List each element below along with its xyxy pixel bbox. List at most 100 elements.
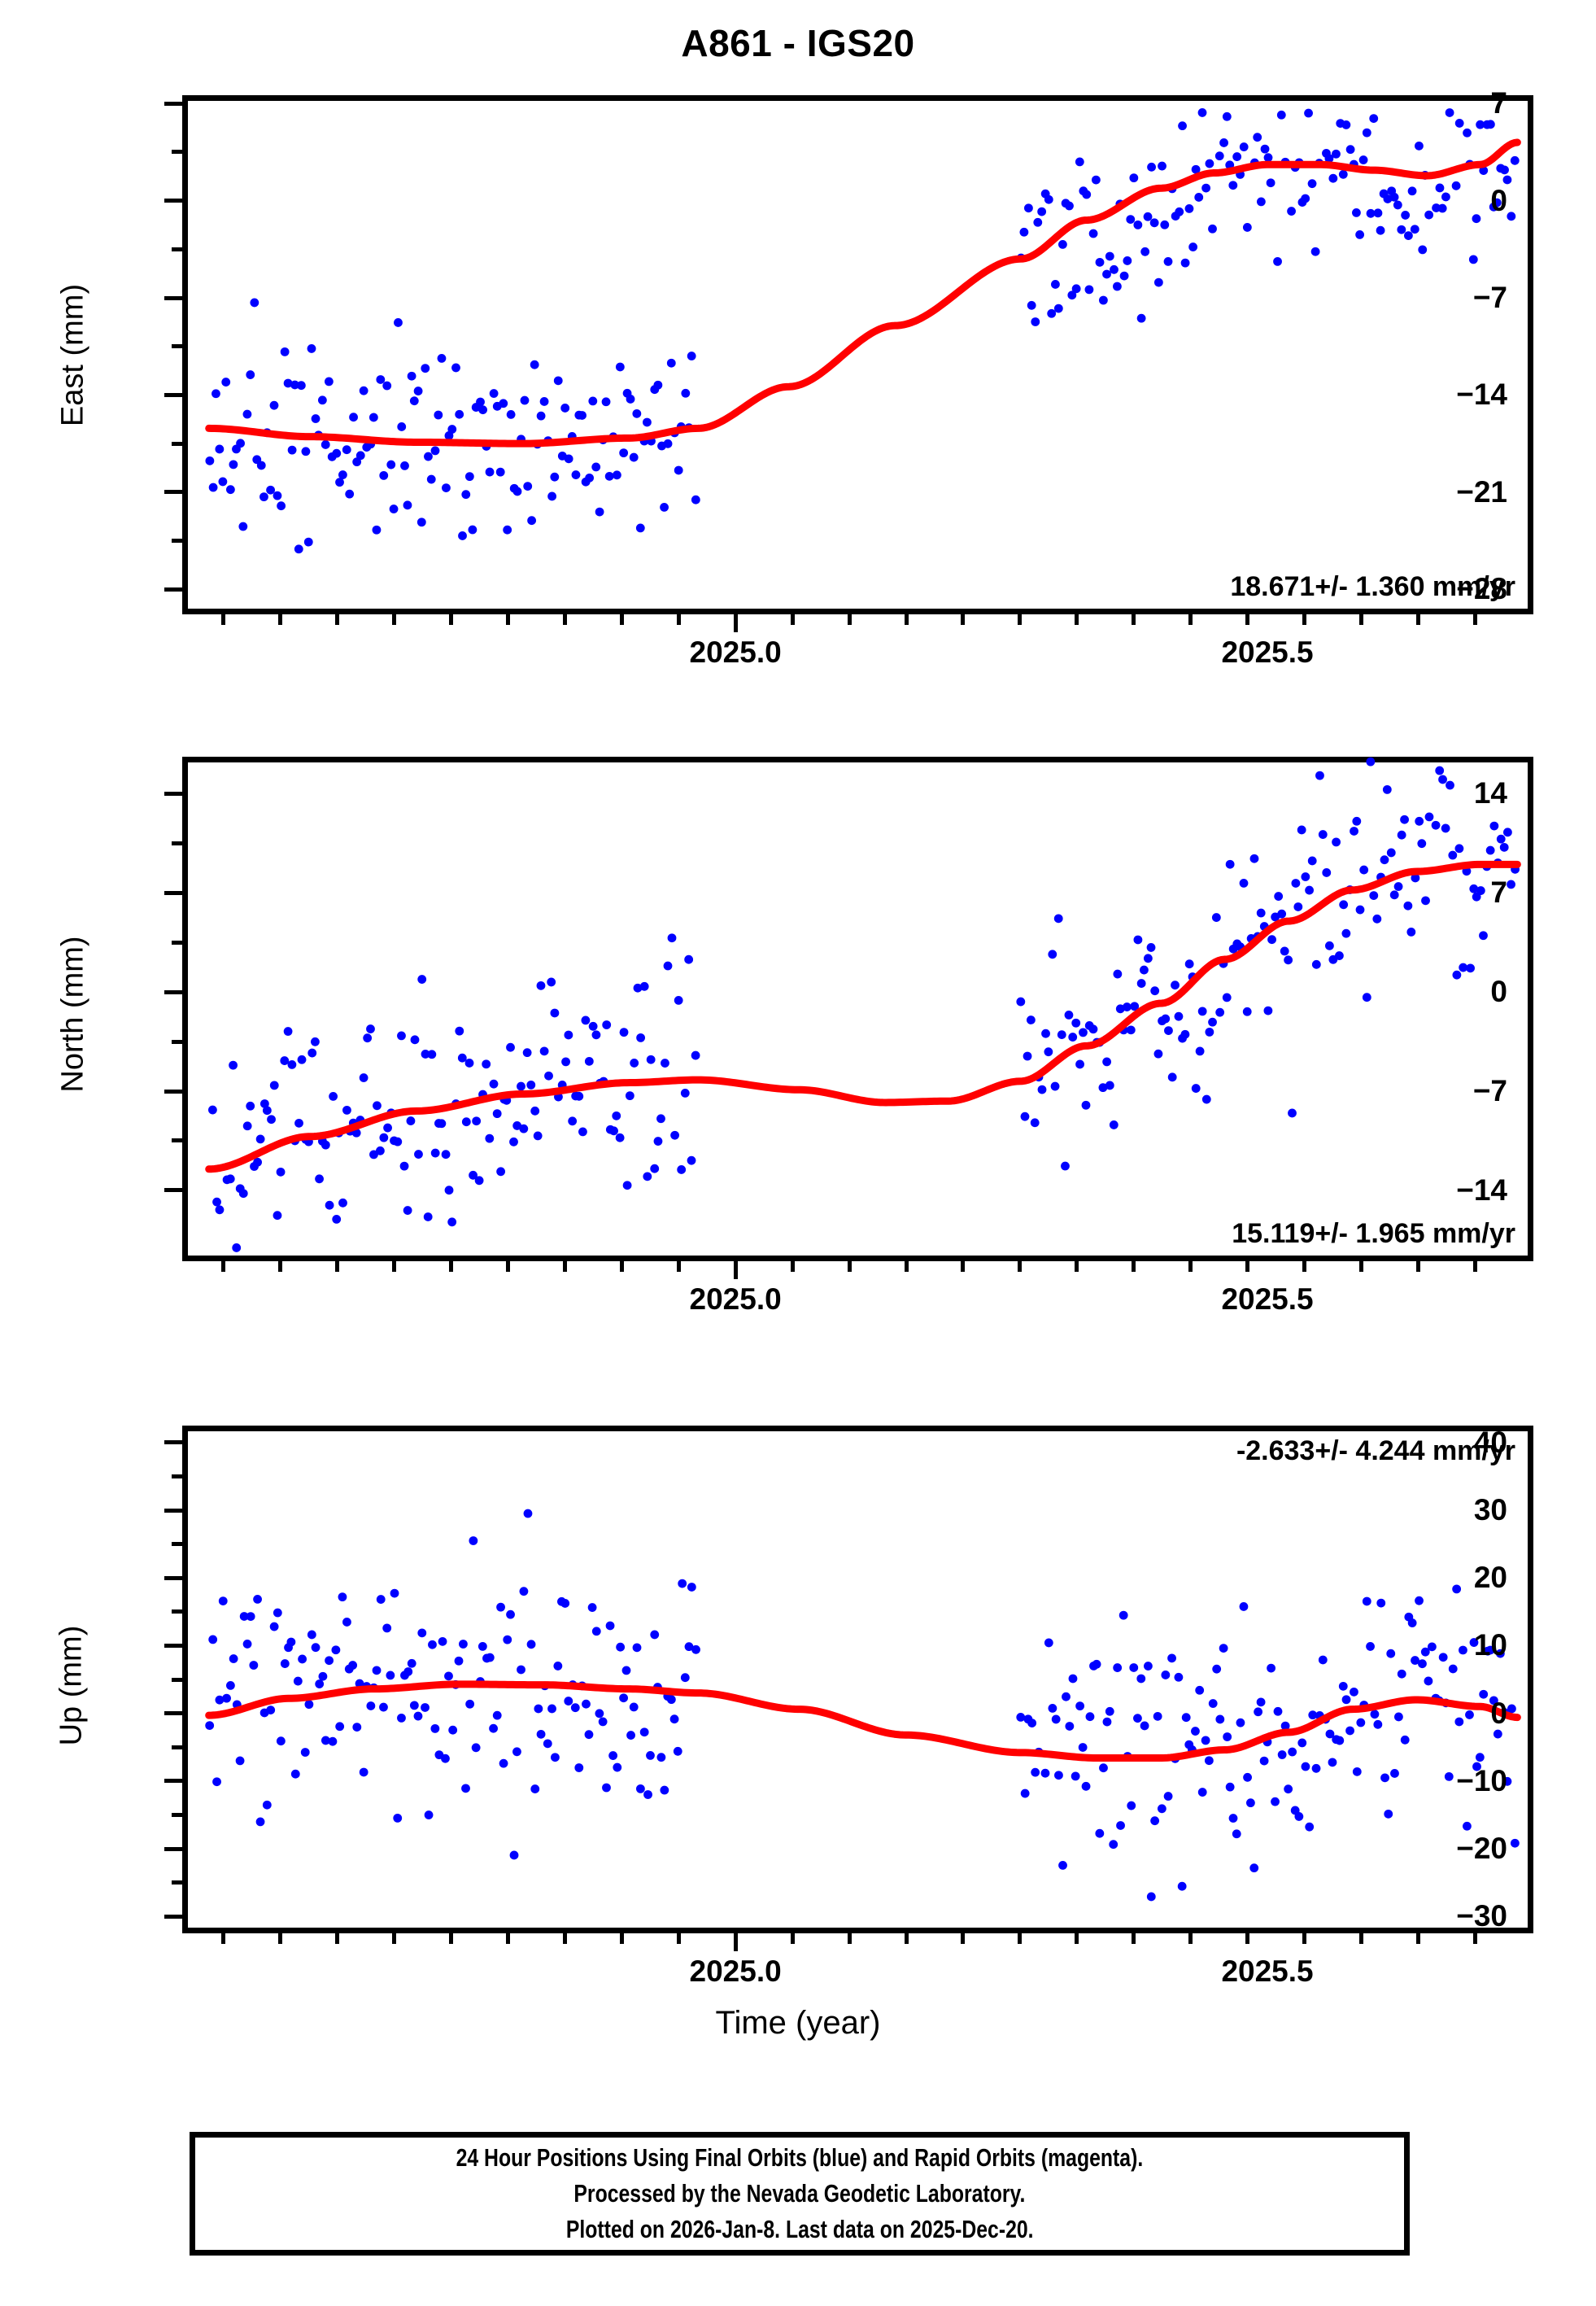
data-point [269, 1081, 279, 1090]
data-point [1476, 120, 1485, 129]
data-point [366, 1024, 375, 1033]
data-point [1208, 1017, 1217, 1027]
data-point [1366, 208, 1376, 218]
caption-line-3: Plotted on 2026-Jan-8. Last data on 2025… [565, 2215, 1034, 2243]
data-point [1291, 879, 1301, 888]
data-point [1253, 133, 1262, 142]
data-point [496, 1602, 505, 1612]
data-point [1293, 902, 1303, 911]
data-point [1078, 1743, 1088, 1752]
data-point [530, 360, 539, 369]
data-point [409, 396, 419, 406]
data-point [1452, 970, 1462, 980]
data-point [266, 485, 275, 495]
data-point [397, 1713, 406, 1723]
data-point [1446, 780, 1454, 790]
data-point [526, 1640, 536, 1649]
data-point [1356, 1718, 1366, 1727]
x-minor-tick-mark [1473, 1261, 1478, 1272]
y-tick-label: −21 [1456, 474, 1507, 509]
data-point [1228, 1814, 1238, 1823]
data-point [373, 1101, 382, 1111]
x-minor-tick-mark [1132, 1261, 1136, 1272]
up-rate-annotation: -2.633+/- 4.244 mm/yr [1236, 1435, 1515, 1466]
data-point [424, 1810, 434, 1819]
data-point [523, 482, 533, 491]
data-point [663, 439, 673, 448]
data-point [669, 1714, 679, 1724]
data-point [1466, 963, 1475, 973]
data-point [609, 1126, 618, 1136]
data-point [1287, 207, 1296, 216]
data-point [1479, 1689, 1489, 1699]
x-minor-tick-mark [676, 1261, 681, 1272]
data-point [489, 1723, 498, 1733]
data-point [421, 1050, 430, 1059]
data-point [382, 1623, 392, 1633]
data-point [1150, 1816, 1160, 1826]
data-point [519, 1587, 529, 1596]
data-point [1276, 110, 1286, 120]
data-point [1195, 1685, 1205, 1695]
data-point [1144, 1662, 1153, 1671]
y-tick-mark [164, 392, 182, 397]
data-point [506, 1042, 515, 1052]
data-point [325, 1656, 334, 1666]
data-point [1053, 304, 1063, 313]
data-point [290, 380, 299, 390]
data-point [1204, 1756, 1214, 1766]
data-point [1305, 1822, 1315, 1832]
data-point [1127, 1801, 1136, 1810]
x-minor-tick-mark [904, 614, 909, 625]
data-point [1174, 1672, 1184, 1682]
data-point [423, 1212, 433, 1221]
data-point [1140, 247, 1150, 256]
data-point [1110, 264, 1119, 274]
data-point [632, 1643, 642, 1653]
data-point [1315, 771, 1324, 780]
data-point [1211, 913, 1221, 922]
data-point [1301, 194, 1310, 203]
data-point [1404, 231, 1413, 241]
data-point [1095, 1828, 1105, 1838]
data-point [325, 1200, 334, 1210]
data-point [633, 983, 643, 993]
data-point [259, 492, 268, 502]
data-point [553, 376, 563, 386]
data-point [1065, 1722, 1075, 1731]
data-point [626, 395, 635, 404]
data-point [1177, 1881, 1187, 1891]
data-point [536, 980, 546, 990]
data-point [1140, 1721, 1149, 1731]
data-point [1372, 914, 1382, 924]
data-point [208, 483, 218, 492]
data-point [461, 1117, 471, 1127]
data-point [471, 1743, 481, 1753]
data-point [238, 1189, 248, 1199]
data-point [221, 378, 231, 387]
y-tick-label: 10 [1473, 1628, 1507, 1662]
data-point [386, 1671, 395, 1680]
data-point [277, 501, 286, 511]
data-point [551, 1753, 560, 1762]
x-minor-tick-mark [1302, 614, 1307, 625]
data-point [1479, 931, 1488, 941]
data-point [290, 1769, 300, 1779]
data-point [687, 1155, 696, 1165]
data-point [1411, 1656, 1419, 1665]
data-point [1243, 1772, 1252, 1782]
caption-box: 24 Hour Positions Using Final Orbits (bl… [190, 2132, 1410, 2256]
x-axis-title: Time (year) [715, 2005, 881, 2041]
data-point [376, 1146, 385, 1155]
data-point [454, 1656, 464, 1666]
data-point [539, 397, 549, 406]
data-point [1201, 1736, 1210, 1745]
data-point [1065, 201, 1074, 211]
x-minor-tick-mark [1075, 614, 1079, 625]
x-minor-tick-mark [220, 1933, 225, 1944]
data-point [372, 1666, 382, 1675]
data-point [604, 471, 614, 481]
y-tick-label: 0 [1490, 1696, 1507, 1730]
data-point [409, 1701, 419, 1710]
y-tick-label: −20 [1456, 1832, 1507, 1865]
